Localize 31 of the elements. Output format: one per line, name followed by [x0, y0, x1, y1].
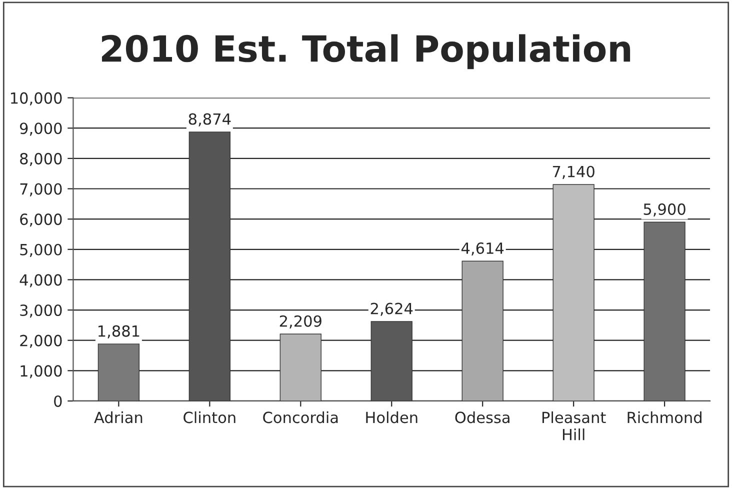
y-tick-label: 6,000 [20, 214, 62, 227]
x-tick-label: Adrian [94, 411, 142, 424]
x-tick-label: Clinton [184, 411, 236, 424]
y-tick-label: 8,000 [20, 152, 62, 166]
data-label: 2,209 [280, 315, 322, 328]
y-tick-label: 4,000 [20, 274, 62, 288]
y-tick-label: 1,000 [20, 365, 62, 378]
bar [98, 344, 140, 401]
y-tick-label: 5,000 [20, 244, 62, 257]
bar [462, 260, 504, 401]
data-label: 5,900 [644, 203, 686, 217]
bar [644, 222, 686, 401]
bar [552, 184, 594, 401]
y-tick-label: 2,000 [20, 334, 62, 348]
y-tick-label: 3,000 [20, 304, 62, 318]
data-label: 8,874 [188, 113, 231, 126]
bar [280, 334, 322, 401]
x-tick-label: Odessa [455, 411, 510, 424]
y-tick-label: 9,000 [20, 122, 62, 136]
x-tick-label: Richmond [628, 411, 702, 424]
x-tick-label: Concordia [263, 411, 338, 424]
data-label: 1,881 [98, 325, 140, 338]
y-tick-label: 0 [54, 395, 62, 407]
x-tick-label: Pleasant Hill [542, 411, 606, 440]
data-label: 4,614 [461, 242, 504, 256]
data-label: 2,624 [370, 302, 413, 316]
y-tick-label: 7,000 [20, 183, 62, 196]
data-label: 7,140 [552, 166, 594, 179]
x-tick-label: Holden [366, 411, 418, 424]
y-tick-label: 10,000 [11, 92, 62, 106]
chart-title: 2010 Est. Total Population [102, 34, 630, 70]
